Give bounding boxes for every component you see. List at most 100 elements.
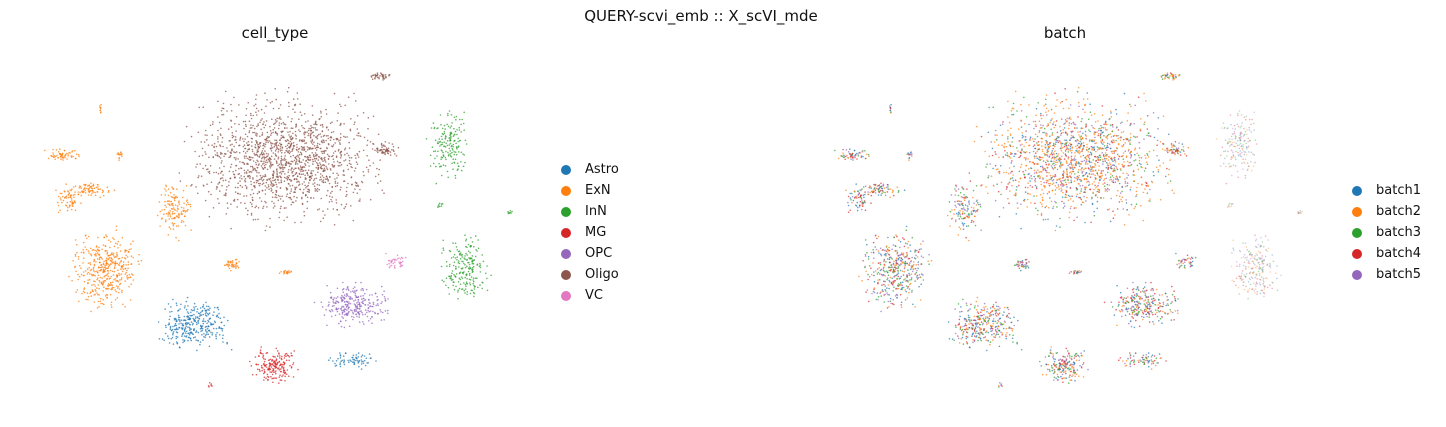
scatter-point <box>292 98 295 100</box>
scatter-point <box>272 191 274 194</box>
scatter-point <box>67 190 69 192</box>
scatter-point <box>261 150 264 152</box>
scatter-point <box>349 297 352 299</box>
scatter-point <box>1110 140 1113 142</box>
scatter-point <box>220 127 222 130</box>
scatter-point <box>305 193 307 196</box>
scatter-point <box>232 264 235 267</box>
scatter-point <box>358 321 361 323</box>
scatter-point <box>363 359 366 362</box>
scatter-point <box>343 135 345 138</box>
scatter-point <box>193 328 195 330</box>
scatter-point <box>72 205 74 207</box>
scatter-point <box>173 197 175 200</box>
scatter-point <box>1117 158 1120 160</box>
scatter-point <box>279 374 281 377</box>
scatter-point <box>1110 157 1112 160</box>
scatter-point <box>309 179 311 181</box>
scatter-point <box>313 134 315 137</box>
scatter-point <box>317 133 320 136</box>
scatter-point <box>92 268 95 270</box>
scatter-point <box>1018 184 1020 187</box>
scatter-point <box>350 176 353 178</box>
scatter-point <box>274 367 276 369</box>
scatter-point <box>357 352 360 354</box>
scatter-point <box>366 315 369 318</box>
scatter-point <box>333 297 336 299</box>
scatter-point <box>359 310 361 313</box>
scatter-point <box>334 182 337 184</box>
scatter-point <box>363 323 365 325</box>
scatter-point <box>104 274 106 277</box>
scatter-point <box>369 164 371 167</box>
scatter-point <box>233 151 235 153</box>
scatter-point <box>57 201 59 204</box>
scatter-point <box>299 176 302 178</box>
scatter-point <box>379 75 381 77</box>
scatter-point <box>127 263 130 266</box>
scatter-point <box>1093 133 1096 136</box>
scatter-point <box>211 123 214 125</box>
scatter-point <box>284 127 286 129</box>
scatter-point <box>458 277 461 280</box>
scatter-point <box>183 307 186 309</box>
scatter-point <box>467 267 470 270</box>
scatter-point <box>287 161 290 164</box>
scatter-point <box>197 331 200 334</box>
scatter-point <box>459 140 461 142</box>
scatter-point <box>285 149 287 152</box>
scatter-point <box>321 175 324 177</box>
scatter-point <box>453 288 456 291</box>
scatter-point <box>1085 186 1088 189</box>
scatter-point <box>87 194 90 196</box>
scatter-point <box>206 305 208 308</box>
scatter-point <box>356 128 359 130</box>
scatter-point <box>347 96 350 98</box>
scatter-point <box>206 139 208 141</box>
scatter-point <box>100 103 102 106</box>
scatter-point <box>264 200 266 203</box>
scatter-point <box>269 364 271 367</box>
scatter-point <box>221 152 223 155</box>
scatter-point <box>264 175 267 177</box>
scatter-point <box>282 130 284 133</box>
scatter-point <box>1016 147 1018 149</box>
scatter-point <box>94 289 96 291</box>
scatter-point <box>315 149 318 151</box>
scatter-point <box>282 367 285 370</box>
scatter-point <box>307 169 310 171</box>
scatter-point <box>107 283 110 285</box>
scatter-point <box>1060 145 1063 147</box>
scatter-point <box>465 285 467 288</box>
scatter-point <box>1017 207 1019 209</box>
scatter-point <box>341 294 343 297</box>
scatter-point <box>74 185 77 187</box>
scatter-point <box>1055 225 1058 227</box>
scatter-point <box>1144 121 1146 123</box>
scatter-point <box>300 166 302 169</box>
scatter-point <box>1149 188 1151 191</box>
scatter-point <box>82 290 85 293</box>
scatter-point <box>290 188 293 190</box>
scatter-point <box>99 276 102 279</box>
scatter-point <box>186 201 189 204</box>
scatter-point <box>258 184 261 187</box>
scatter-point <box>1045 181 1048 184</box>
scatter-point <box>167 188 170 190</box>
scatter-point <box>280 173 283 175</box>
scatter-point <box>200 330 202 333</box>
scatter-point <box>68 275 70 278</box>
scatter-point <box>1045 161 1047 164</box>
scatter-point <box>362 302 364 305</box>
scatter-point <box>119 154 122 156</box>
scatter-point <box>343 207 346 210</box>
scatter-point <box>208 321 210 323</box>
scatter-point <box>298 118 300 120</box>
scatter-point <box>201 329 204 332</box>
scatter-point <box>353 170 356 172</box>
scatter-point <box>360 359 363 361</box>
scatter-point <box>110 275 113 278</box>
scatter-point <box>1092 127 1094 129</box>
scatter-point <box>1005 188 1008 190</box>
scatter-point <box>1041 127 1043 129</box>
